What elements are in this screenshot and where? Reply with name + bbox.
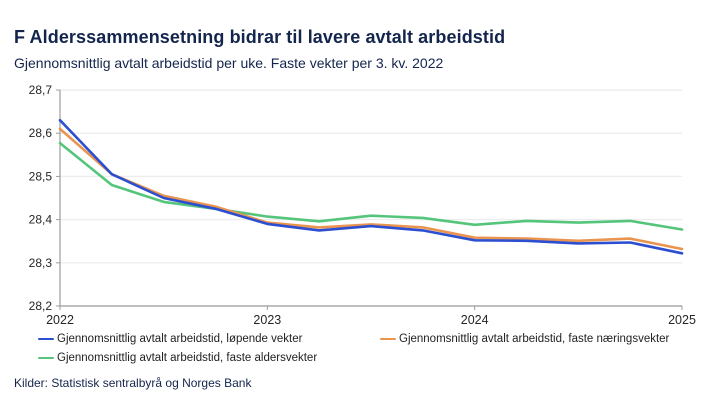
legend-item-faste-naeringsvekter: Gjennomsnittlig avtalt arbeidstid, faste… [380,333,722,345]
svg-text:28,5: 28,5 [29,169,53,183]
svg-text:28,2: 28,2 [29,299,53,313]
legend-label: Gjennomsnittlig avtalt arbeidstid, faste… [57,352,318,364]
legend-item-faste-aldersvekter: Gjennomsnittlig avtalt arbeidstid, faste… [38,352,380,364]
svg-text:28,3: 28,3 [29,256,53,270]
sources-note: Kilder: Statistisk sentralbyrå og Norges… [14,376,252,390]
svg-text:28,7: 28,7 [29,83,53,97]
svg-text:28,4: 28,4 [29,213,53,227]
chart-legend: Gjennomsnittlig avtalt arbeidstid, løpen… [38,333,722,364]
legend-label: Gjennomsnittlig avtalt arbeidstid, faste… [399,333,670,345]
svg-text:2022: 2022 [46,313,74,327]
legend-line-swatch-blue [38,337,54,341]
svg-text:2024: 2024 [461,313,489,327]
svg-text:2025: 2025 [668,313,696,327]
legend-line-swatch-green [38,356,54,360]
legend-item-lopende-vekter: Gjennomsnittlig avtalt arbeidstid, løpen… [38,333,380,345]
svg-text:2023: 2023 [253,313,281,327]
legend-label: Gjennomsnittlig avtalt arbeidstid, løpen… [57,333,303,345]
chart-subtitle: Gjennomsnittlig avtalt arbeidstid per uk… [14,55,444,71]
legend-line-swatch-orange [380,337,396,341]
chart-title: F Alderssammensetning bidrar til lavere … [14,27,506,47]
chart-area: 28,7 28,6 28,5 28,4 28,3 28,2 2022 2023 2024 2025 [0,73,722,329]
svg-text:28,6: 28,6 [29,126,53,140]
